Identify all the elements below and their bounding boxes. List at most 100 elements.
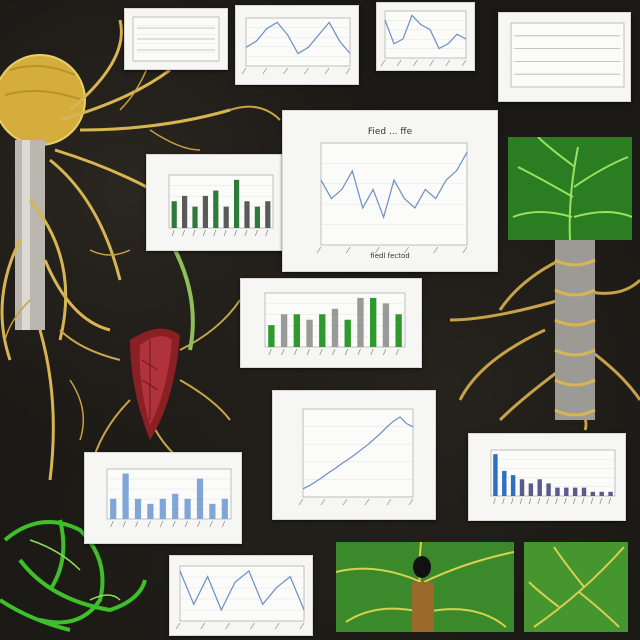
leaf-tile-bottom-mid <box>336 542 514 632</box>
bar <box>528 483 534 496</box>
plot-area <box>320 142 468 246</box>
leaf-tile-icon <box>524 542 628 632</box>
chart-panel: Fied ... ffe fiedl fectod <box>282 110 498 272</box>
chart-8 <box>490 449 616 505</box>
x-tick-label <box>375 246 380 254</box>
chart-9 <box>106 468 232 528</box>
chart-panel <box>235 5 359 85</box>
x-tick-label <box>203 229 206 237</box>
plot-area <box>179 565 305 622</box>
bar <box>546 483 551 496</box>
x-tick-label <box>209 520 213 528</box>
x-tick-label <box>241 67 247 75</box>
x-tick-label <box>192 229 196 237</box>
x-tick-label <box>511 497 514 505</box>
x-tick-label <box>462 246 468 254</box>
bar <box>254 206 260 228</box>
x-tick-label <box>342 498 348 506</box>
bar <box>209 503 216 519</box>
x-tick-label <box>250 622 255 630</box>
x-tick-label <box>357 348 361 356</box>
x-tick-label <box>172 520 176 528</box>
x-tick-label <box>319 348 323 356</box>
bar <box>537 479 542 496</box>
x-tick-label <box>197 520 201 528</box>
bar <box>221 498 228 519</box>
chart-7 <box>298 408 414 506</box>
leaf-tile-top-right <box>508 137 632 240</box>
bar <box>268 325 275 347</box>
x-tick-label <box>461 59 467 67</box>
series-line <box>384 14 467 50</box>
x-tick-label <box>564 497 567 505</box>
bar <box>581 487 587 496</box>
chart-panel <box>169 555 313 636</box>
bar <box>213 190 219 228</box>
x-tick-label <box>135 520 139 528</box>
x-tick-label <box>383 348 387 356</box>
x-tick-label <box>404 246 409 254</box>
plot-area <box>490 449 616 497</box>
x-tick-label <box>537 497 541 505</box>
x-tick-label <box>386 498 392 506</box>
bar <box>306 319 313 347</box>
x-tick-label <box>433 246 439 254</box>
chart-panel <box>468 433 626 521</box>
bar <box>192 206 198 228</box>
x-tick-label <box>200 622 206 630</box>
chart-3 <box>510 22 625 88</box>
chart-4 <box>168 174 274 237</box>
bar <box>182 195 188 228</box>
x-tick-label <box>364 498 370 506</box>
chart-panel <box>84 452 242 544</box>
bar <box>244 201 250 228</box>
x-tick-label <box>255 229 258 237</box>
x-tick-label <box>306 348 310 356</box>
x-tick-label <box>262 67 268 75</box>
x-tick-label <box>283 67 288 75</box>
bar <box>122 473 129 519</box>
bar <box>555 487 560 496</box>
chart-0 <box>132 16 220 62</box>
x-tick-label <box>332 348 336 356</box>
bar <box>572 487 578 496</box>
bar <box>382 303 390 347</box>
x-tick-label <box>493 497 496 505</box>
x-tick-label <box>413 59 418 67</box>
chart-title: Fied ... ffe <box>367 127 413 137</box>
series-line <box>320 152 468 220</box>
x-tick-label <box>244 229 248 237</box>
bar <box>172 493 179 519</box>
x-tick-label <box>320 498 326 506</box>
chart-panel <box>376 2 475 71</box>
bar <box>280 314 288 347</box>
x-tick-label <box>502 497 505 505</box>
x-tick-label <box>160 520 164 528</box>
x-tick-label <box>274 622 280 630</box>
bar <box>147 503 154 519</box>
chart-panel <box>146 154 284 251</box>
x-tick-label <box>608 497 611 505</box>
bar <box>357 297 364 347</box>
chart-2 <box>380 10 467 67</box>
x-tick-label <box>344 348 349 356</box>
bar <box>395 314 402 347</box>
bar <box>344 319 351 347</box>
x-tick-label <box>370 348 374 356</box>
x-tick-label <box>281 348 285 356</box>
x-tick-label <box>171 229 175 237</box>
x-tick-label <box>184 520 188 528</box>
x-tick-label <box>268 348 272 356</box>
x-tick-label <box>225 622 230 630</box>
bar <box>599 491 604 496</box>
bar <box>171 201 177 228</box>
seed-root-icon <box>59 249 241 471</box>
bar <box>202 195 208 228</box>
series-line <box>302 416 414 490</box>
x-tick-label <box>298 498 304 506</box>
x-tick-label <box>573 497 576 505</box>
vine-icon <box>0 519 147 632</box>
bar <box>293 314 300 347</box>
x-tick-label <box>122 520 126 528</box>
